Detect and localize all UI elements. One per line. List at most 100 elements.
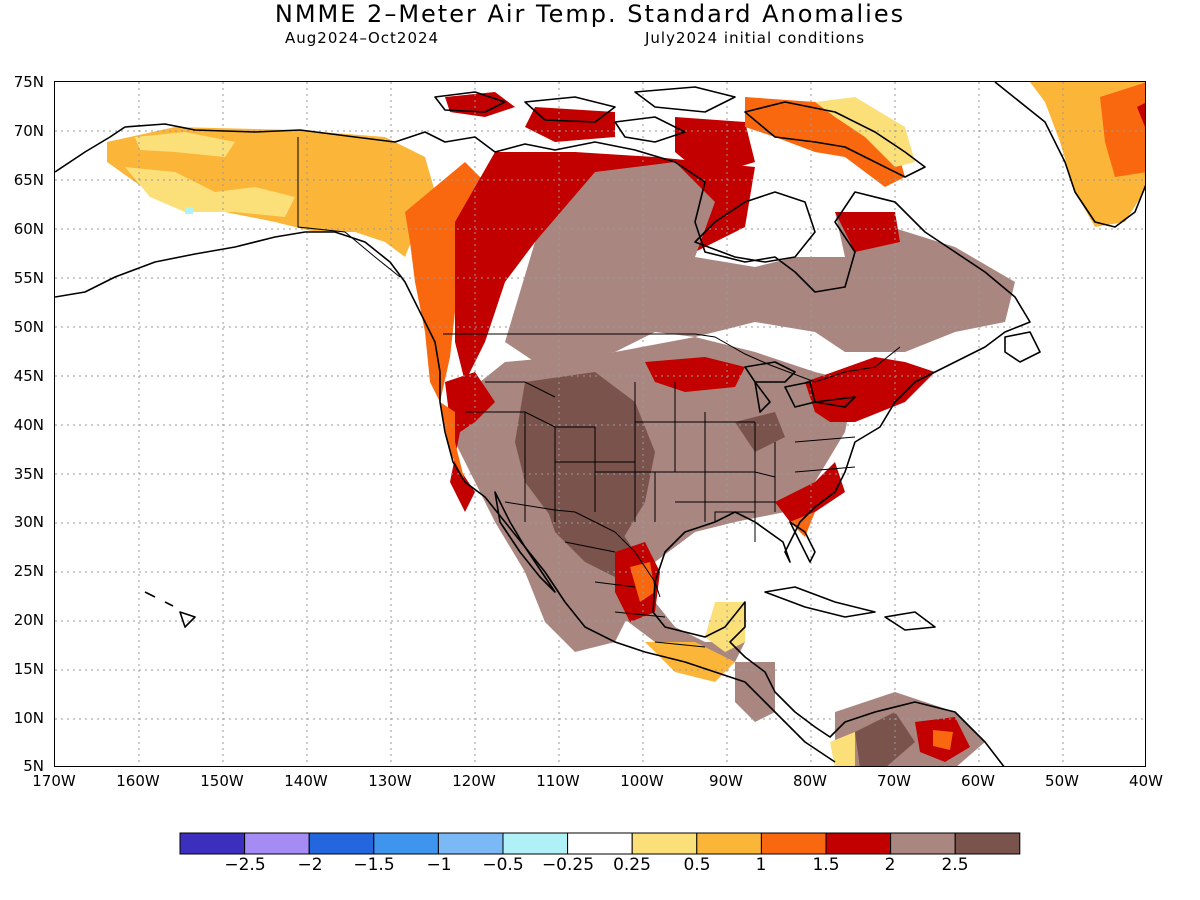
coastline-west — [55, 231, 836, 763]
border-alaska-canada — [297, 137, 401, 278]
colorbar-swatch — [567, 832, 633, 855]
lat-label: 25N — [13, 562, 44, 580]
initial-conditions-label: July2024 initial conditions — [645, 29, 866, 47]
coastline-arctic-islands — [434, 86, 736, 143]
lon-label: 160W — [116, 772, 160, 790]
anomaly-region-quebec-red — [835, 212, 900, 252]
colorbar-label: −2 — [297, 855, 323, 875]
colorbar-swatch — [179, 832, 246, 855]
lat-label: 45N — [13, 367, 44, 385]
lon-label: 90W — [709, 772, 743, 790]
colorbar-swatch — [631, 832, 698, 855]
coastline-greenland — [994, 82, 1145, 228]
lat-label: 65N — [13, 171, 44, 189]
border-us-canada — [443, 333, 901, 383]
anomaly-region-westcoast-red — [445, 372, 495, 512]
anomaly-region-mexico-darkbrown — [545, 502, 635, 577]
anomaly-region-southamerica-yellow — [830, 732, 855, 766]
lon-label: 80W — [793, 772, 827, 790]
anomaly-region-arctic-red — [445, 92, 515, 117]
colorbar-label: −0.25 — [541, 855, 595, 875]
lon-label: 40W — [1129, 772, 1163, 790]
anomaly-region-westcoast-orange — [440, 402, 465, 482]
coastline-north-america — [55, 123, 1031, 766]
coastline-hudson-bay — [694, 191, 816, 263]
colorbar-swatch — [760, 832, 827, 855]
coastline-baffin — [744, 101, 926, 178]
lon-label: 50W — [1045, 772, 1079, 790]
coastline-great-lakes — [744, 361, 856, 413]
lat-label: 55N — [13, 269, 44, 287]
map-title: NMME 2–Meter Air Temp. Standard Anomalie… — [274, 0, 906, 28]
anomaly-region-alaska-yellow — [125, 167, 295, 217]
lon-label: 140W — [284, 772, 328, 790]
colorbar-label: 1 — [755, 855, 767, 875]
lon-label: 100W — [620, 772, 664, 790]
colorbar-swatch — [696, 832, 762, 855]
coastline-newfoundland — [1004, 331, 1041, 363]
coastlines — [55, 82, 1145, 766]
lon-label: 110W — [536, 772, 580, 790]
lat-label: 40N — [13, 416, 44, 434]
colorbar-label: 2.5 — [941, 855, 969, 875]
coastline-hawaii — [144, 591, 196, 628]
colorbar-swatch — [308, 832, 375, 855]
anomaly-shading — [107, 82, 1145, 766]
lat-label: 75N — [13, 73, 44, 91]
colorbar-label: −0.5 — [482, 855, 524, 875]
lat-label: 5N — [23, 757, 44, 775]
colorbar-swatch — [244, 832, 310, 855]
lon-label: 170W — [32, 772, 76, 790]
coastline-baja — [494, 491, 556, 593]
lat-label: 30N — [13, 513, 44, 531]
map-panel — [54, 81, 1146, 767]
colorbar-label: −2.5 — [224, 855, 266, 875]
colorbar — [179, 832, 1021, 855]
colorbar-label: 1.5 — [812, 855, 840, 875]
anomaly-map — [55, 82, 1145, 766]
colorbar-label: −1 — [426, 855, 452, 875]
anomaly-region-arctic-red-2 — [525, 107, 615, 142]
anomaly-region-greenland-red — [1137, 103, 1145, 127]
lat-label: 15N — [13, 660, 44, 678]
lat-label: 10N — [13, 709, 44, 727]
colorbar-swatch — [890, 832, 956, 855]
anomaly-region-alaska-cyan — [185, 207, 193, 214]
anomaly-region-northeast-red — [805, 357, 935, 422]
coastline-hispaniola — [884, 611, 936, 631]
colorbar-label: 0.25 — [613, 855, 651, 875]
lon-label: 70W — [877, 772, 911, 790]
colorbar-swatch — [437, 832, 504, 855]
border-states — [465, 381, 856, 542]
lat-label: 35N — [13, 465, 44, 483]
anomaly-region-midwest-red — [645, 357, 745, 392]
anomaly-region-southamerica-orange — [933, 730, 953, 750]
border-us-mexico — [504, 501, 661, 598]
season-label: Aug2024–Oct2024 — [285, 29, 440, 47]
anomaly-region-greenland-darkorange — [1100, 82, 1145, 177]
colorbar-label: 2 — [884, 855, 896, 875]
anomaly-region-alaska-yellow-north — [135, 132, 235, 157]
lat-label: 70N — [13, 122, 44, 140]
border-mexico-states — [564, 541, 706, 648]
lat-label: 50N — [13, 318, 44, 336]
anomaly-region-arctic-red-3 — [675, 117, 755, 177]
anomaly-region-canada-brown — [505, 162, 1015, 362]
colorbar-label: −1.5 — [353, 855, 395, 875]
lat-label: 60N — [13, 220, 44, 238]
coastline-cuba — [764, 586, 876, 618]
lon-label: 130W — [368, 772, 412, 790]
colorbar-label: 0.5 — [683, 855, 711, 875]
political-borders — [297, 137, 901, 648]
lon-label: 150W — [200, 772, 244, 790]
colorbar-swatch — [954, 832, 1021, 855]
lat-label: 20N — [13, 611, 44, 629]
colorbar-swatch — [502, 832, 569, 855]
coastline-florida — [789, 521, 816, 563]
anomaly-region-southamerica-darkbrown — [855, 712, 915, 766]
anomaly-region-southeast-orange — [790, 512, 815, 537]
anomaly-region-southeast-red — [775, 462, 845, 522]
graticule — [55, 82, 1145, 766]
lon-label: 60W — [961, 772, 995, 790]
anomaly-region-baffin-orange — [745, 97, 905, 187]
